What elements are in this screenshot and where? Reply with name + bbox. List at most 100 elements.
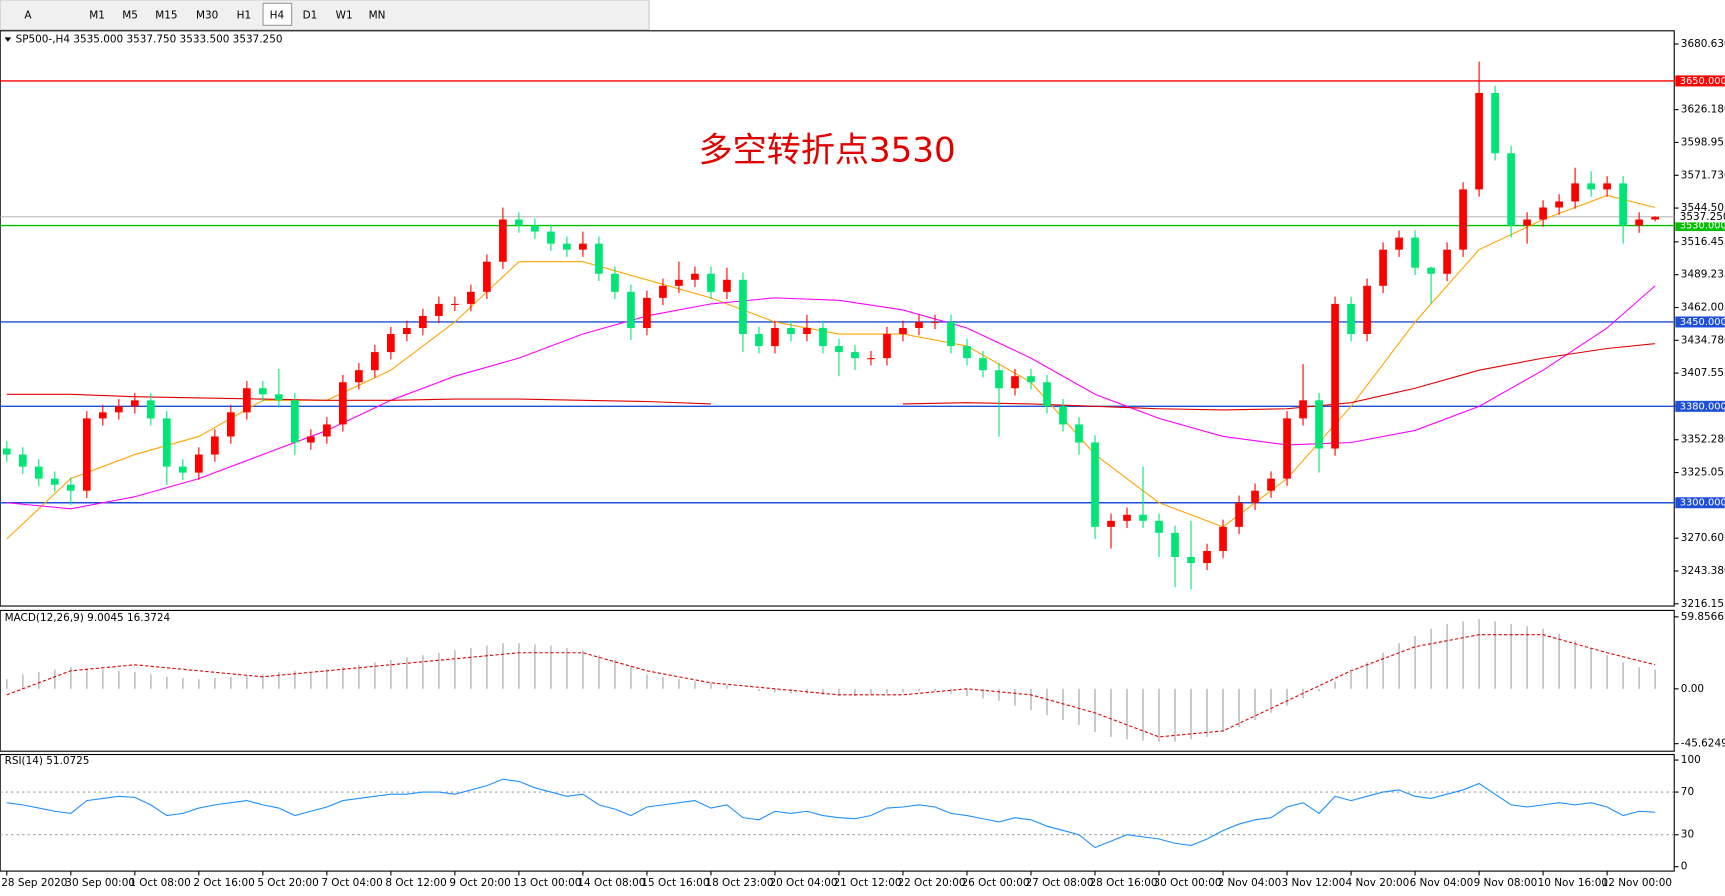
moving-average [6,343,1656,411]
y-tick-label: 100 [1681,754,1701,766]
candle-body [339,382,347,425]
level-label: 3380.000 [1680,401,1725,412]
y-tick-label: 3434.780 [1681,334,1725,346]
candle-body [931,321,939,324]
candle-body [787,327,795,335]
candle-body [547,231,555,244]
candle-body [1427,267,1435,274]
candle-body [643,297,651,328]
timeframe-button[interactable]: M15 [155,9,177,21]
timeframe-button[interactable]: A [24,9,32,21]
x-tick-label: 12 Nov 00:00 [1602,877,1672,889]
candle-body [883,334,891,359]
y-tick-label: 3598.955 [1681,136,1725,148]
y-tick-label: 3680.630 [1681,38,1725,50]
y-tick-label: 3325.055 [1681,467,1725,479]
candle-body [18,454,27,467]
timeframe-button[interactable]: M1 [89,9,105,21]
candle-body [963,346,971,359]
timeframe-button[interactable]: M30 [196,9,218,21]
candle-body [1507,153,1515,226]
candle-body [1251,490,1259,503]
x-tick-label: 30 Sep 00:00 [65,877,135,889]
candle-body [1571,183,1579,202]
candle-body [595,243,603,274]
candle-body [1379,249,1387,286]
candle-body [691,273,699,280]
y-tick-label: 3216.155 [1681,598,1725,610]
candle-body [403,327,411,335]
candle-body [611,273,619,292]
level-label: 3450.000 [1680,317,1725,328]
rsi-line [6,778,1656,849]
rsi-panel [0,753,1675,872]
candle-body [1587,183,1595,190]
candle-body [1395,237,1403,250]
candle-body [723,279,731,292]
timeframe-button[interactable]: MN [369,9,386,21]
x-tick-label: 15 Oct 16:00 [641,877,709,889]
candle-body [1235,502,1243,527]
candle-body [819,327,827,347]
moving-average [6,285,1656,510]
symbol-header: SP500-,H4 3535.000 3537.750 3533.500 353… [16,34,283,46]
candle-body [130,400,139,407]
candle-body [162,418,171,467]
x-tick-label: 6 Nov 04:00 [1410,877,1474,889]
candle-body [771,327,779,347]
x-tick-label: 27 Oct 08:00 [1026,877,1094,889]
candle-body [210,436,219,455]
candle-body [82,418,91,491]
candle-body [1075,424,1083,443]
candle-body [258,388,267,395]
candle-body [226,412,235,437]
y-tick-label: 3626.180 [1681,104,1725,116]
candle-body [531,225,539,232]
candle-body [1363,285,1371,335]
candle-body [563,243,571,250]
x-tick-label: 8 Oct 12:00 [385,877,446,889]
level-label-bg [1675,75,1725,87]
collapse-icon[interactable] [4,37,12,42]
toolbar [0,0,650,31]
candle-body [1267,478,1275,491]
x-tick-label: 7 Oct 04:00 [321,877,382,889]
signal-line [6,634,1656,738]
level-label-bg [1675,220,1725,232]
candle-body [114,406,123,413]
candle-body [1651,216,1659,220]
x-tick-label: 14 Oct 08:00 [577,877,645,889]
timeframe-button[interactable]: M5 [122,9,138,21]
level-label: 3650.000 [1680,76,1725,87]
macd-header: MACD(12,26,9) 9.0045 16.3724 [5,612,171,624]
candle-body [1411,237,1419,268]
candle-body [98,412,107,419]
y-tick-label: 3489.235 [1681,269,1725,281]
x-tick-label: 28 Sep 2020 [1,877,67,889]
timeframe-button[interactable]: W1 [336,9,353,21]
x-tick-label: 2 Nov 04:00 [1218,877,1282,889]
x-tick-label: 9 Nov 08:00 [1474,877,1538,889]
x-tick-label: 21 Oct 12:00 [833,877,901,889]
x-tick-label: 18 Oct 23:00 [705,877,773,889]
x-tick-label: 3 Nov 12:00 [1282,877,1346,889]
candle-body [851,352,859,359]
timeframe-button[interactable]: H1 [237,9,251,21]
candle-body [659,285,667,298]
candle-body [1011,376,1019,389]
candle-body [291,400,299,443]
timeframe-button[interactable]: D1 [303,9,318,21]
x-tick-label: 30 Oct 00:00 [1154,877,1222,889]
x-tick-label: 20 Oct 04:00 [769,877,837,889]
candle-body [755,334,763,347]
candle-body [2,448,11,455]
candle-body [275,394,283,401]
timeframe-button[interactable]: H4 [270,9,285,21]
level-label-bg [1675,316,1725,328]
candle-body [739,279,747,335]
y-tick-label: 0.00 [1681,683,1704,695]
candle-body [1331,303,1339,449]
candle-body [419,315,427,328]
